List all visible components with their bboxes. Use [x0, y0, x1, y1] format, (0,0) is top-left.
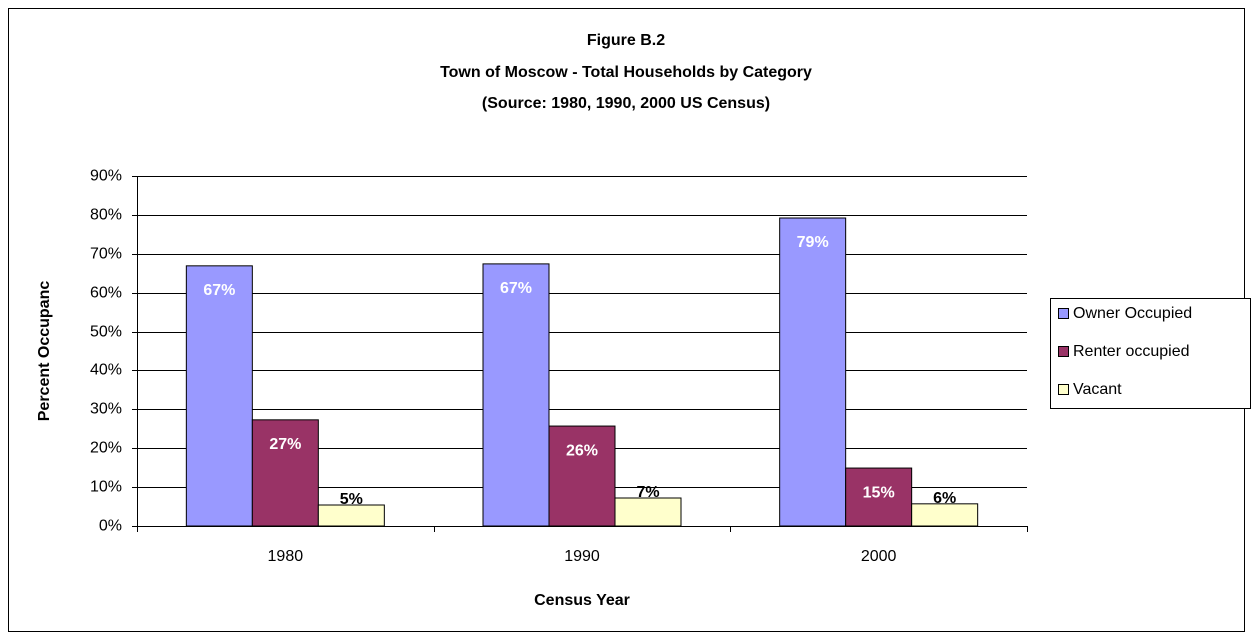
chart-title: Figure B.2: [587, 32, 665, 49]
y-tick-label: 20%: [90, 440, 122, 457]
y-tick-label: 60%: [90, 285, 122, 302]
value-label: 26%: [566, 442, 598, 459]
bar: [185, 265, 253, 527]
bar: [845, 467, 913, 527]
bar: [548, 425, 616, 527]
bar: [251, 419, 319, 527]
x-tick-label: 1980: [268, 548, 304, 565]
bar: [779, 217, 847, 527]
y-tick-label: 80%: [90, 207, 122, 224]
chart-subtitle: Town of Moscow - Total Households by Cat…: [440, 64, 812, 81]
y-tick-label: 10%: [90, 479, 122, 496]
value-label: 67%: [500, 280, 532, 297]
legend-swatch: [1058, 308, 1069, 319]
value-label: 6%: [933, 490, 956, 507]
y-tick-label: 0%: [99, 518, 122, 535]
y-axis-title: Percent Occupanc: [36, 281, 53, 422]
y-tick-label: 50%: [90, 324, 122, 341]
x-tick-label: 2000: [861, 548, 897, 565]
y-tick-label: 90%: [90, 168, 122, 185]
bar: [482, 263, 550, 527]
chart-subtitle: (Source: 1980, 1990, 2000 US Census): [482, 95, 770, 112]
value-label: 7%: [636, 484, 659, 501]
y-tick-label: 70%: [90, 246, 122, 263]
bar: [911, 503, 979, 527]
bar: [317, 504, 385, 527]
legend-swatch: [1058, 346, 1069, 357]
y-tick-label: 30%: [90, 401, 122, 418]
legend-label: Renter occupied: [1073, 343, 1190, 360]
y-tick-label: 40%: [90, 362, 122, 379]
legend-label: Vacant: [1073, 381, 1122, 398]
x-tick-label: 1990: [564, 548, 600, 565]
value-label: 27%: [269, 436, 301, 453]
value-label: 15%: [863, 484, 895, 501]
bar: [614, 497, 682, 527]
legend-label: Owner Occupied: [1073, 305, 1192, 322]
value-label: 67%: [203, 282, 235, 299]
value-label: 5%: [340, 491, 363, 508]
value-label: 79%: [797, 234, 829, 251]
x-axis-title: Census Year: [534, 592, 630, 609]
legend-swatch: [1058, 384, 1069, 395]
legend-box: [1050, 298, 1251, 409]
